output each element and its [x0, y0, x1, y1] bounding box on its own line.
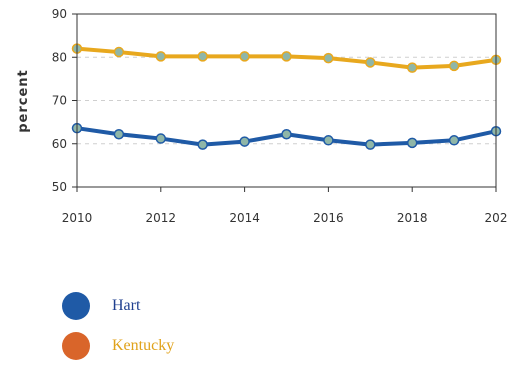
- data-point-kentucky[interactable]: [323, 52, 334, 64]
- series-lines: [71, 43, 502, 150]
- y-tick-label: 50: [52, 180, 67, 194]
- x-tick-label: 2014: [229, 211, 260, 225]
- x-tick-label: 2012: [146, 211, 177, 225]
- data-point-hart[interactable]: [239, 136, 250, 147]
- line-chart: 50 60 70 80 90 2010 2012 2014 2016 2018 202 percen…: [16, 7, 508, 225]
- y-tick-label: 80: [52, 50, 67, 64]
- y-tick-label: 60: [52, 137, 67, 151]
- y-axis-title: percent: [16, 69, 31, 133]
- data-point-hart[interactable]: [448, 135, 460, 146]
- data-point-hart[interactable]: [323, 135, 334, 146]
- data-point-kentucky[interactable]: [448, 60, 460, 72]
- data-point-hart[interactable]: [155, 133, 167, 144]
- legend-swatch-kentucky: [62, 332, 90, 360]
- data-point-hart[interactable]: [197, 139, 208, 150]
- legend: Hart Kentucky: [62, 286, 174, 366]
- y-tick-label: 70: [52, 94, 67, 108]
- data-point-kentucky[interactable]: [365, 57, 376, 68]
- data-point-hart[interactable]: [113, 128, 125, 140]
- data-point-kentucky[interactable]: [406, 62, 418, 73]
- plot-frame: [76, 13, 497, 188]
- data-point-hart[interactable]: [406, 137, 418, 149]
- data-point-kentucky[interactable]: [197, 51, 208, 62]
- legend-item-hart[interactable]: Hart: [62, 286, 174, 326]
- data-point-kentucky[interactable]: [155, 51, 167, 62]
- data-point-hart[interactable]: [365, 139, 376, 150]
- data-point-kentucky[interactable]: [281, 51, 292, 62]
- data-point-kentucky[interactable]: [113, 46, 125, 58]
- axes: 50 60 70 80 90 2010 2012 2014 2016 2018 202: [52, 7, 508, 225]
- data-point-kentucky[interactable]: [239, 51, 250, 62]
- legend-label-hart: Hart: [112, 297, 141, 314]
- x-tick-label: 2010: [62, 211, 93, 225]
- legend-swatch-hart: [62, 292, 90, 320]
- x-tick-label: 202: [485, 211, 508, 225]
- x-tick-label: 2018: [397, 211, 428, 225]
- legend-label-kentucky: Kentucky: [112, 337, 175, 354]
- x-tick-label: 2016: [313, 211, 344, 225]
- legend-item-kentucky[interactable]: Kentucky: [62, 326, 174, 366]
- y-tick-label: 90: [52, 7, 67, 21]
- data-point-hart[interactable]: [281, 128, 292, 140]
